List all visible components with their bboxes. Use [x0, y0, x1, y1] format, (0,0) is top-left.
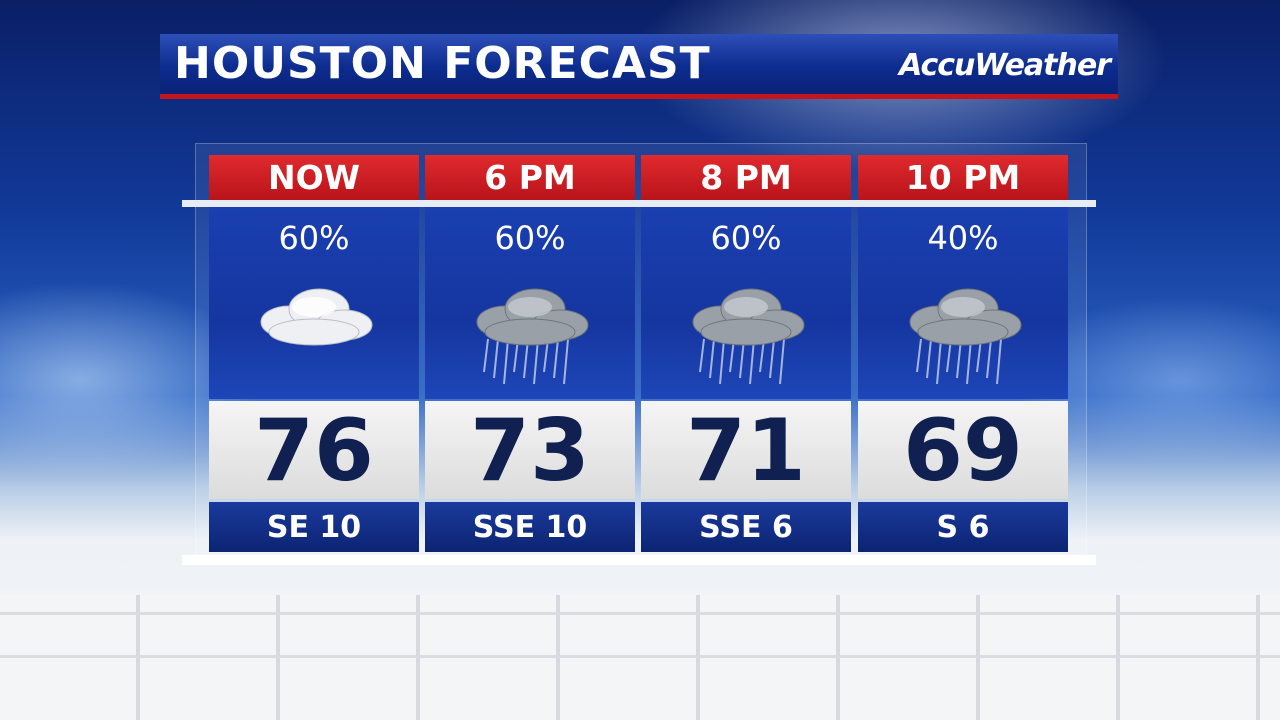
precip-chance: 40%: [927, 219, 999, 257]
condition-area: 60%: [641, 207, 851, 399]
page-title: HOUSTON FORECAST: [174, 38, 711, 89]
condition-area: 40%: [858, 207, 1068, 399]
cloudy-icon: [244, 277, 384, 387]
wind: SSE 6: [641, 502, 851, 552]
shelf-divider: [182, 200, 1096, 207]
temperature: 69: [858, 401, 1068, 501]
condition-area: 60%: [425, 207, 635, 399]
precip-chance: 60%: [710, 219, 782, 257]
rain-cloud-icon: [460, 277, 600, 387]
wind: SE 10: [209, 502, 419, 552]
wind: S 6: [858, 502, 1068, 552]
forecast-column: 8 PM 60% 71 SSE 6: [641, 155, 851, 552]
time-label: 10 PM: [858, 155, 1068, 200]
time-label: NOW: [209, 155, 419, 200]
rain-cloud-icon: [893, 277, 1033, 387]
temperature: 71: [641, 401, 851, 501]
time-label: 8 PM: [641, 155, 851, 200]
shelf-base: [182, 555, 1096, 565]
forecast-column: NOW 60% 76 SE 10: [209, 155, 419, 552]
temperature: 73: [425, 401, 635, 501]
precip-chance: 60%: [494, 219, 566, 257]
condition-area: 60%: [209, 207, 419, 399]
forecast-column: 10 PM 40% 69 S 6: [858, 155, 1068, 552]
title-bar: HOUSTON FORECAST AccuWeather: [160, 34, 1118, 99]
rain-cloud-icon: [676, 277, 816, 387]
accuweather-logo: AccuWeather: [899, 48, 1111, 83]
temperature: 76: [209, 401, 419, 501]
forecast-column: 6 PM 60% 73 SSE 10: [425, 155, 635, 552]
floor-line: [0, 612, 1280, 615]
time-label: 6 PM: [425, 155, 635, 200]
wind: SSE 10: [425, 502, 635, 552]
floor-line: [0, 655, 1280, 658]
precip-chance: 60%: [278, 219, 350, 257]
